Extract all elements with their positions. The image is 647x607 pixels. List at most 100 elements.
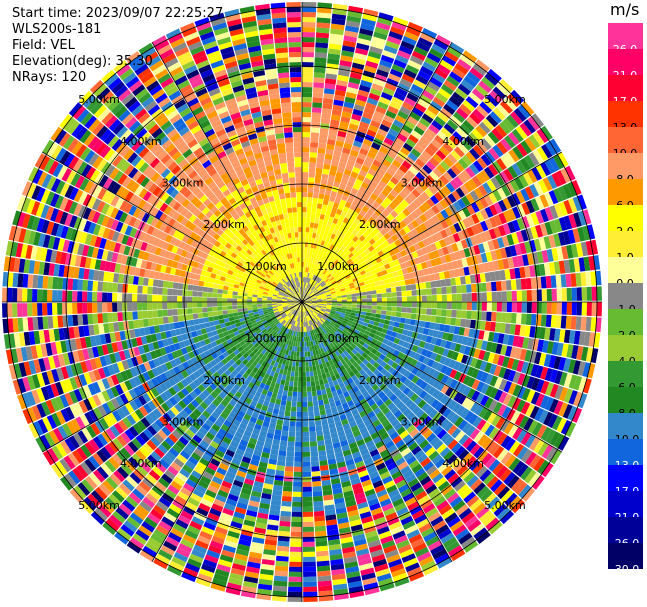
range-gate [262,343,268,349]
range-gate [486,282,492,292]
range-gate [303,321,305,327]
range-gate [400,40,415,51]
range-gate [454,161,465,173]
range-gate [458,532,473,545]
range-gate [302,311,304,317]
range-gate [435,476,447,488]
range-gate [313,192,319,199]
range-gate [487,240,495,251]
range-gate [349,239,356,247]
range-gate [329,250,335,256]
range-gate [342,261,349,268]
range-gate [395,54,409,64]
range-gate [379,280,386,285]
range-gate [449,369,458,379]
range-gate [380,342,387,350]
range-gate [356,382,364,390]
range-gate [324,339,330,346]
range-gate [379,582,395,592]
range-gate [509,268,516,280]
range-gate [512,146,524,160]
range-gate [337,237,343,244]
range-gate [449,379,458,389]
range-gate [489,387,499,399]
range-gate [327,331,333,337]
range-gate [475,84,489,97]
range-gate [234,391,243,399]
range-gate [421,302,427,308]
range-gate [309,308,314,313]
range-gate [303,272,305,278]
range-gate [319,460,328,466]
range-gate [439,239,447,248]
range-gate [536,128,549,143]
range-gate [361,302,367,306]
range-gate [326,318,332,323]
range-gate [298,376,302,382]
range-gate [308,257,312,263]
range-gate [233,558,247,567]
range-gate [374,484,386,494]
range-gate [397,327,404,334]
range-gate [444,254,452,263]
range-gate [350,263,357,270]
range-gate [154,481,167,493]
range-gate [286,328,290,334]
range-gate [475,359,483,370]
range-gate [446,99,459,111]
range-gate [546,341,554,354]
range-gate [437,557,452,569]
range-gate [365,339,372,346]
range-gate [327,282,333,287]
range-gate [516,463,529,478]
range-gate [314,316,319,322]
range-gate [346,258,353,264]
range-gate [514,243,522,256]
range-gate [415,171,426,182]
range-gate [218,428,227,437]
range-gate [469,428,480,440]
range-gate [348,226,355,233]
range-gate [297,311,300,317]
range-gate [406,302,412,308]
range-gate [418,232,427,241]
range-gate [302,396,308,402]
range-gate [407,372,416,381]
range-gate [315,233,320,240]
range-gate [315,530,327,537]
range-gate [498,391,508,404]
range-gate [463,491,476,504]
range-gate [339,265,345,271]
range-gate [446,410,456,421]
range-gate [391,234,399,242]
range-gate [330,270,336,276]
range-gate [277,455,286,462]
range-gate [484,397,494,409]
range-gate [413,198,422,208]
range-gate [399,367,407,375]
range-gate [322,489,333,496]
range-gate [334,253,340,260]
range-gate [440,127,452,138]
range-gate [416,346,424,355]
range-gate [428,124,440,135]
range-gate [340,475,350,483]
range-gate [163,540,178,552]
range-gate [317,575,332,582]
range-gate [305,272,309,278]
range-gate [365,155,374,164]
range-gate [366,493,378,502]
range-gate [277,389,284,395]
range-gate [205,466,216,476]
range-gate [447,439,459,450]
range-gate [359,386,367,394]
range-gate [385,283,391,289]
range-gate [455,504,469,516]
range-gate [465,275,471,285]
range-gate [167,465,179,476]
range-gate [368,320,375,325]
range-gate [342,173,350,181]
range-gate [432,548,447,560]
range-gate [324,320,330,326]
range-gate [263,442,272,449]
